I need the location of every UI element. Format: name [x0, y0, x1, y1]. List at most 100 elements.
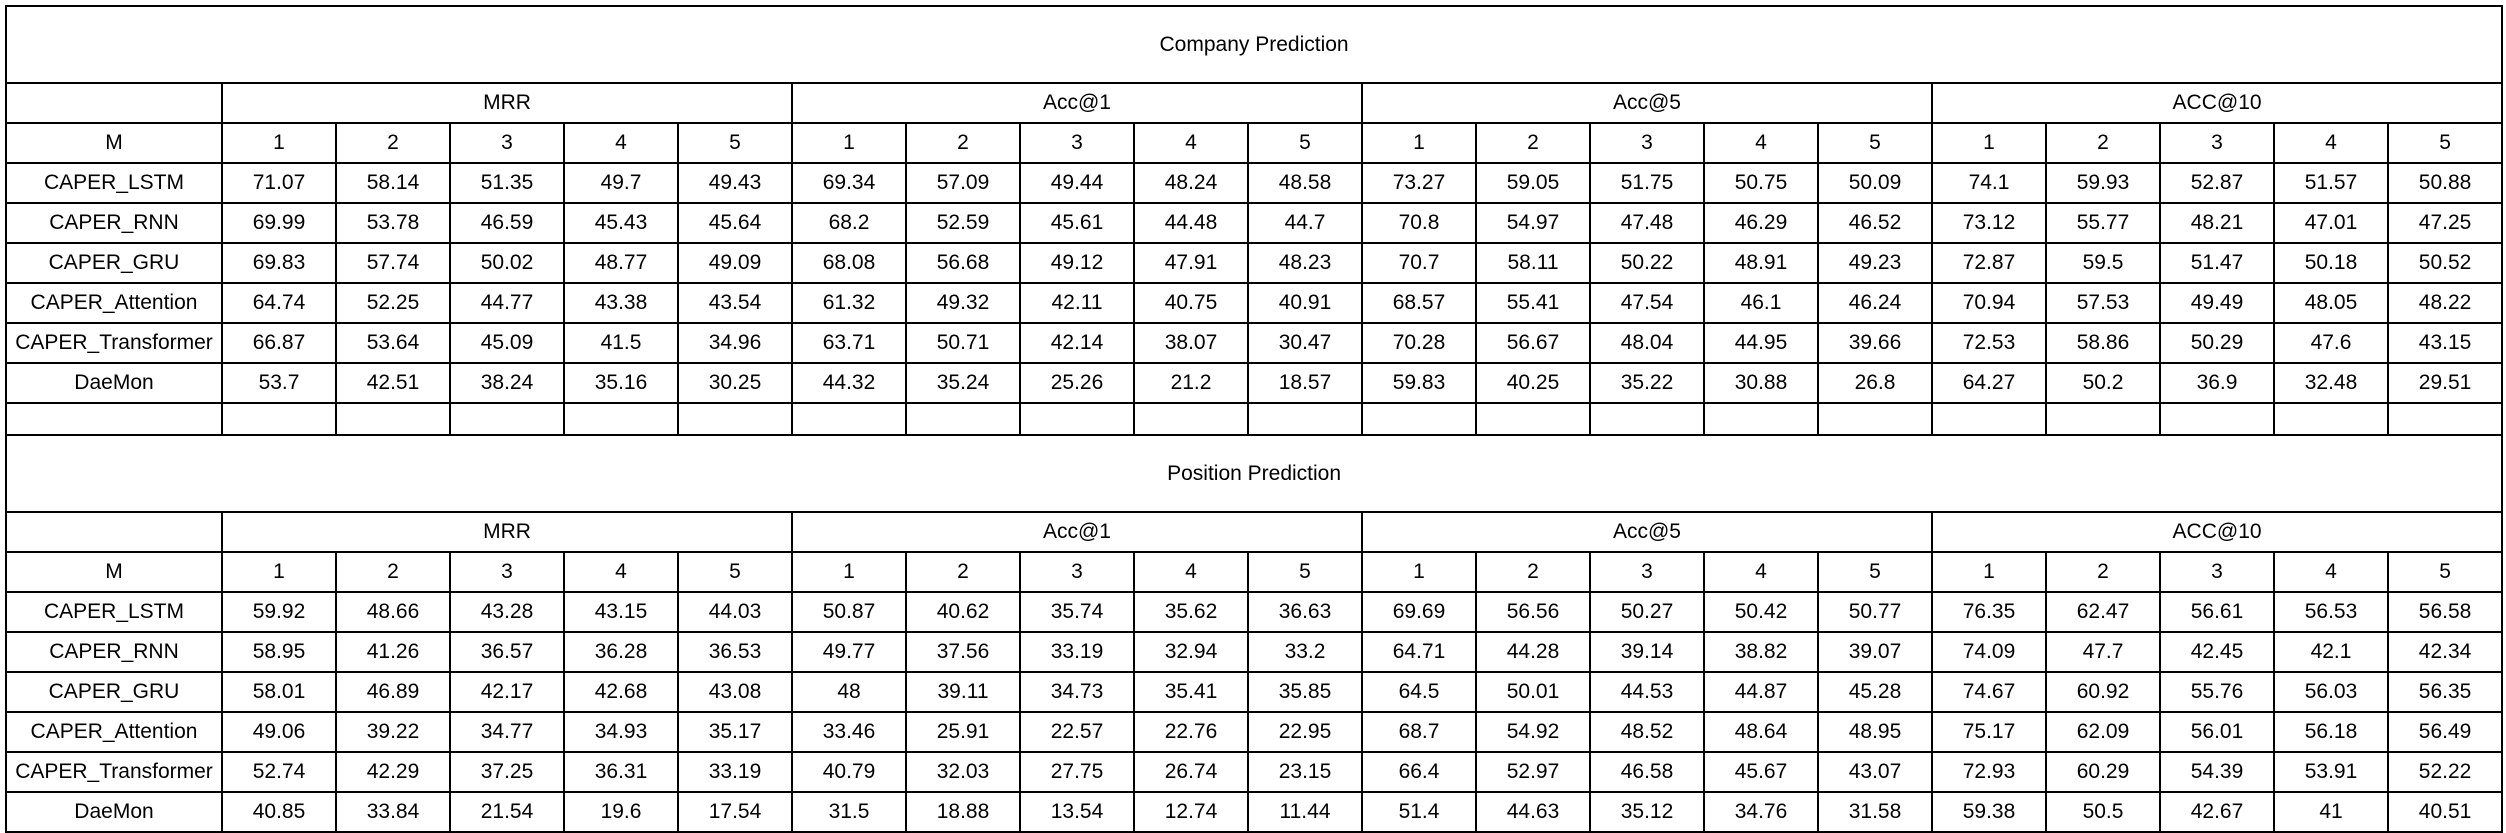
value-cell: 60.92: [2045, 671, 2161, 713]
value-cell: 54.39: [2159, 751, 2275, 793]
value-cell: 44.63: [1475, 791, 1591, 833]
value-cell: 56.18: [2273, 711, 2389, 753]
value-cell: 66.87: [221, 322, 337, 364]
blank-cell: [5, 511, 223, 553]
blank-cell: [5, 82, 223, 124]
empty-cell: [221, 402, 337, 436]
value-cell: 56.53: [2273, 591, 2389, 633]
table-row: CAPER_RNN 58.95 41.26 36.57 36.28 36.53 49.77 3…: [5, 631, 2504, 673]
value-cell: 68.7: [1361, 711, 1477, 753]
model-column-header: M: [5, 122, 223, 164]
value-cell: 40.85: [221, 791, 337, 833]
value-cell: 48.66: [335, 591, 451, 633]
value-cell: 35.16: [563, 362, 679, 404]
model-name-cell: CAPER_GRU: [5, 242, 223, 284]
value-cell: 48.24: [1133, 162, 1249, 204]
value-cell: 74.09: [1931, 631, 2047, 673]
step-column-header: 1: [1361, 122, 1477, 164]
value-cell: 51.57: [2273, 162, 2389, 204]
value-cell: 34.93: [563, 711, 679, 753]
value-cell: 58.01: [221, 671, 337, 713]
value-cell: 59.83: [1361, 362, 1477, 404]
metric-group-header: Acc@5: [1361, 511, 1933, 553]
value-cell: 52.87: [2159, 162, 2275, 204]
value-cell: 48.91: [1703, 242, 1819, 284]
step-column-header: 4: [1703, 122, 1819, 164]
table-row: CAPER_LSTM 71.07 58.14 51.35 49.7 49.43 69.34 5…: [5, 162, 2504, 204]
step-column-header: 5: [677, 551, 793, 593]
step-column-header: 3: [1019, 122, 1135, 164]
value-cell: 37.56: [905, 631, 1021, 673]
value-cell: 30.88: [1703, 362, 1819, 404]
value-cell: 45.09: [449, 322, 565, 364]
value-cell: 51.35: [449, 162, 565, 204]
value-cell: 41.26: [335, 631, 451, 673]
value-cell: 42.17: [449, 671, 565, 713]
value-cell: 48.95: [1817, 711, 1933, 753]
table-row: CAPER_GRU 69.83 57.74 50.02 48.77 49.09 68.08 5…: [5, 242, 2504, 284]
step-column-header: 4: [1133, 551, 1249, 593]
value-cell: 49.43: [677, 162, 793, 204]
value-cell: 57.53: [2045, 282, 2161, 324]
value-cell: 34.96: [677, 322, 793, 364]
value-cell: 22.76: [1133, 711, 1249, 753]
value-cell: 50.75: [1703, 162, 1819, 204]
value-cell: 50.88: [2386, 162, 2504, 204]
value-cell: 58.14: [335, 162, 451, 204]
value-cell: 64.5: [1361, 671, 1477, 713]
value-cell: 39.11: [905, 671, 1021, 713]
value-cell: 46.89: [335, 671, 451, 713]
step-column-header: 1: [1361, 551, 1477, 593]
value-cell: 42.11: [1019, 282, 1135, 324]
value-cell: 47.6: [2273, 322, 2389, 364]
table-row: CAPER_GRU 58.01 46.89 42.17 42.68 43.08 48 39.1…: [5, 671, 2504, 713]
value-cell: 48.23: [1247, 242, 1363, 284]
value-cell: 42.34: [2386, 631, 2504, 673]
value-cell: 40.75: [1133, 282, 1249, 324]
table-row: DaeMon 53.7 42.51 38.24 35.16 30.25 44.32 35.24…: [5, 362, 2504, 404]
value-cell: 37.25: [449, 751, 565, 793]
value-cell: 56.67: [1475, 322, 1591, 364]
value-cell: 44.87: [1703, 671, 1819, 713]
empty-cell: [2386, 402, 2504, 436]
step-column-header: 3: [2159, 551, 2275, 593]
value-cell: 30.25: [677, 362, 793, 404]
value-cell: 40.79: [791, 751, 907, 793]
value-cell: 40.62: [905, 591, 1021, 633]
step-column-header: 2: [1475, 122, 1591, 164]
step-column-header: 5: [1817, 122, 1933, 164]
value-cell: 32.48: [2273, 362, 2389, 404]
step-column-header: 4: [563, 122, 679, 164]
value-cell: 40.91: [1247, 282, 1363, 324]
value-cell: 26.8: [1817, 362, 1933, 404]
empty-cell: [1817, 402, 1933, 436]
step-column-header: 1: [1931, 551, 2047, 593]
value-cell: 35.22: [1589, 362, 1705, 404]
value-cell: 52.74: [221, 751, 337, 793]
value-cell: 18.57: [1247, 362, 1363, 404]
value-cell: 58.86: [2045, 322, 2161, 364]
value-cell: 42.29: [335, 751, 451, 793]
value-cell: 43.07: [1817, 751, 1933, 793]
value-cell: 25.91: [905, 711, 1021, 753]
empty-cell: [2045, 402, 2161, 436]
value-cell: 46.52: [1817, 202, 1933, 244]
step-column-header: 2: [905, 551, 1021, 593]
value-cell: 44.03: [677, 591, 793, 633]
value-cell: 43.38: [563, 282, 679, 324]
value-cell: 50.09: [1817, 162, 1933, 204]
value-cell: 36.63: [1247, 591, 1363, 633]
value-cell: 64.71: [1361, 631, 1477, 673]
value-cell: 59.92: [221, 591, 337, 633]
value-cell: 53.7: [221, 362, 337, 404]
value-cell: 49.06: [221, 711, 337, 753]
model-name-cell: CAPER_LSTM: [5, 162, 223, 204]
value-cell: 51.47: [2159, 242, 2275, 284]
value-cell: 72.93: [1931, 751, 2047, 793]
step-column-header: 1: [221, 122, 337, 164]
value-cell: 48.64: [1703, 711, 1819, 753]
value-cell: 68.08: [791, 242, 907, 284]
empty-cell: [677, 402, 793, 436]
results-table: Company Prediction MRR Acc@1 Acc@5 ACC@10 M 1 2…: [4, 5, 2504, 833]
empty-cell: [905, 402, 1021, 436]
